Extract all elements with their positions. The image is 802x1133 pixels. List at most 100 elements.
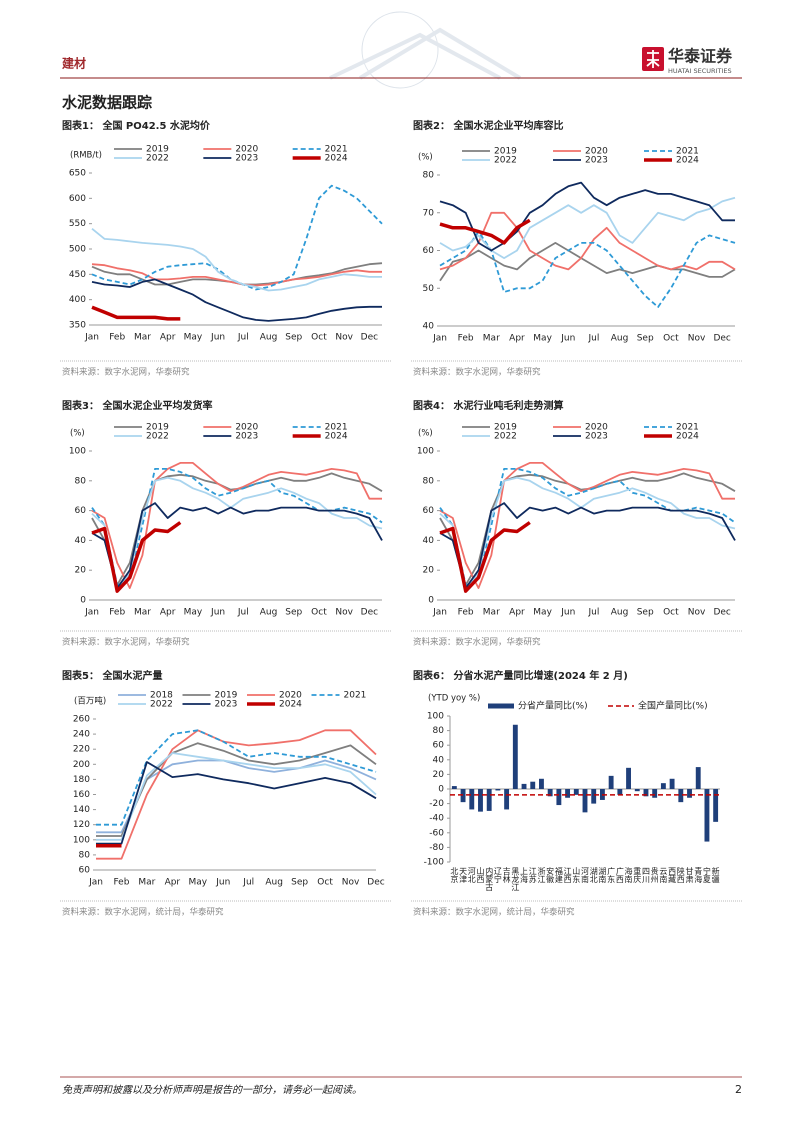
- legend-label: 2024: [279, 700, 302, 710]
- x-tick-label: Mar: [483, 608, 500, 618]
- x-tick-label: Jul: [587, 334, 599, 344]
- x-tick-label: 重庆: [633, 866, 642, 884]
- series-line: [439, 502, 736, 589]
- bar: [704, 789, 710, 842]
- x-tick-label: 北京: [450, 867, 459, 884]
- x-tick-label: Aug: [260, 333, 278, 343]
- x-tick-label: 贵州: [650, 866, 659, 883]
- logo-glyph: [646, 50, 660, 68]
- x-tick-label: Jun: [210, 333, 225, 343]
- series-line: [91, 476, 383, 589]
- x-tick-label: 黑龙江: [511, 867, 520, 892]
- y-tick-label: 80: [75, 476, 87, 486]
- series-line: [439, 242, 736, 282]
- series-line: [96, 742, 377, 837]
- x-tick-label: Nov: [342, 878, 360, 888]
- bar: [495, 789, 501, 791]
- bar: [643, 789, 649, 797]
- y-tick-label: 80: [423, 476, 435, 486]
- x-tick-label: 甘肃: [685, 866, 694, 884]
- bar: [652, 789, 658, 798]
- figure-title: 图表6： 分省水泥产量同比增速(2024 年 2 月): [413, 669, 628, 682]
- y-tick-label: 20: [423, 566, 435, 576]
- y-tick-label: 40: [75, 536, 87, 546]
- bar: [451, 786, 457, 789]
- y-tick-label: 70: [423, 208, 435, 218]
- x-tick-label: Jun: [560, 608, 575, 618]
- y-tick-label: -40: [429, 814, 444, 824]
- x-tick-label: 湖南: [598, 867, 607, 883]
- legend-label: 2024: [325, 432, 348, 442]
- x-tick-label: Feb: [458, 334, 474, 344]
- y-tick-label: 100: [427, 712, 444, 722]
- legend-label: 全国产量同比(%): [638, 700, 708, 712]
- y-tick-label: 50: [423, 284, 435, 294]
- legend-label: 2019: [494, 147, 517, 157]
- sector: 建材: [61, 56, 86, 71]
- figure-title: 图表3： 全国水泥企业平均发货率: [62, 399, 212, 412]
- bar: [687, 789, 692, 798]
- y-tick-label: 40: [423, 322, 435, 332]
- x-tick-label: Jun: [210, 608, 225, 618]
- y-tick-label: 100: [69, 447, 86, 457]
- y-axis-label: (YTD yoy %): [428, 694, 480, 704]
- source: 资料来源：数字水泥网，华泰研究: [413, 637, 541, 648]
- y-tick-label: 60: [79, 866, 91, 876]
- bar: [695, 767, 701, 789]
- legend-label: 2020: [585, 147, 608, 157]
- series-line: [96, 761, 377, 845]
- header-decoration: [361, 11, 439, 89]
- brand-en: HUATAI SECURITIES: [668, 67, 732, 75]
- x-tick-label: Sep: [637, 334, 654, 344]
- x-tick-label: Sep: [637, 608, 654, 618]
- x-tick-label: Dec: [361, 608, 378, 618]
- y-tick-label: 450: [69, 270, 86, 280]
- brand: 华泰证券: [668, 47, 733, 66]
- y-tick-label: 200: [73, 760, 90, 770]
- x-tick-label: Oct: [311, 608, 327, 618]
- y-tick-label: 240: [73, 730, 90, 740]
- page-number: 2: [735, 1083, 742, 1096]
- legend-label: 分省产量同比(%): [518, 700, 588, 712]
- y-tick-label: 500: [69, 245, 86, 255]
- x-tick-label: Feb: [113, 878, 129, 888]
- source: 资料来源：数字水泥网，华泰研究: [62, 367, 190, 378]
- x-tick-label: Nov: [688, 608, 706, 618]
- y-tick-label: 120: [73, 820, 90, 830]
- x-tick-label: Jul: [242, 878, 254, 888]
- source: 资料来源：数字水泥网，统计局，华泰研究: [62, 907, 224, 918]
- y-tick-label: 140: [73, 805, 90, 815]
- bar: [582, 789, 588, 813]
- y-tick-label: -60: [429, 828, 444, 838]
- x-tick-label: Jan: [84, 333, 99, 343]
- x-tick-label: 广东: [607, 866, 616, 883]
- y-tick-label: 350: [69, 321, 86, 331]
- x-tick-label: 福建: [554, 867, 563, 884]
- x-tick-label: 浙江: [537, 866, 546, 884]
- x-tick-label: Aug: [260, 608, 278, 618]
- x-tick-label: Jan: [88, 878, 103, 888]
- series-line: [91, 228, 382, 292]
- y-tick-label: -100: [424, 858, 445, 868]
- y-tick-label: 550: [69, 219, 86, 229]
- series-line: [96, 729, 377, 826]
- legend-label: 2020: [279, 691, 302, 701]
- y-tick-label: 40: [423, 536, 435, 546]
- x-tick-label: Jun: [215, 878, 230, 888]
- x-tick-label: Dec: [713, 334, 730, 344]
- figure-title: 图表2： 全国水泥企业平均库容比: [413, 119, 563, 132]
- x-tick-label: Dec: [713, 608, 730, 618]
- x-tick-label: 安徽: [546, 866, 555, 884]
- series-line: [439, 196, 736, 259]
- x-tick-label: Feb: [109, 608, 125, 618]
- x-tick-label: Jan: [84, 608, 99, 618]
- series-line: [439, 472, 736, 586]
- bar: [573, 789, 579, 795]
- x-tick-label: Apr: [509, 334, 525, 344]
- x-tick-label: Feb: [109, 333, 125, 343]
- y-tick-label: 80: [433, 726, 445, 736]
- series-line: [96, 752, 377, 841]
- legend-label: 2019: [215, 691, 238, 701]
- legend-label: 2021: [325, 423, 348, 433]
